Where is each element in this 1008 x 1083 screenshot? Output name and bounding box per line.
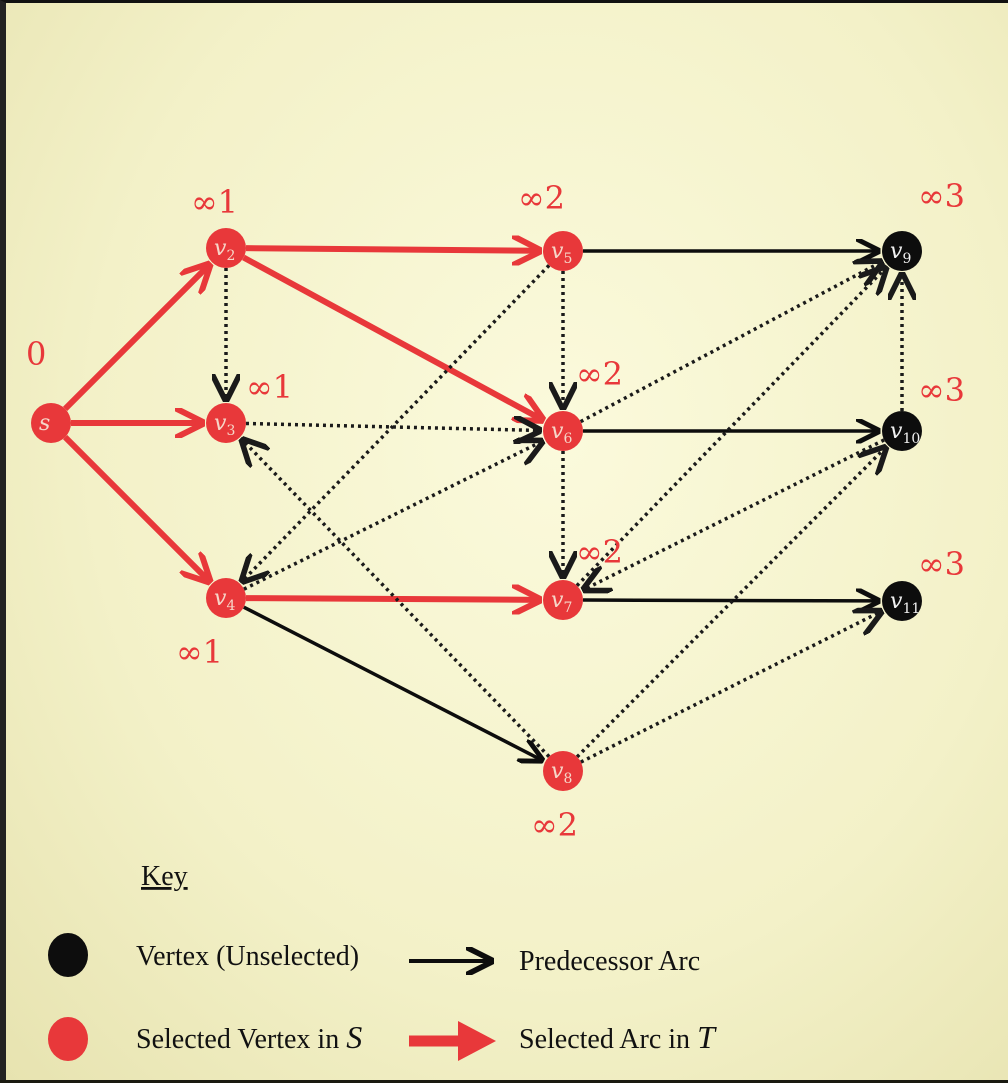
node-v7: v7	[543, 580, 583, 620]
edge-v4-v6	[243, 442, 542, 591]
node-label-v6: v6	[551, 419, 572, 447]
node-v8: v8	[543, 751, 583, 791]
legend-selected-arc-label: Selected Arc in T	[519, 1019, 717, 1055]
node-v6: v6	[543, 411, 583, 451]
legend: Key Vertex (Unselected) Predecessor Arc …	[48, 861, 717, 1061]
distance-label-v7: ∞2	[576, 533, 623, 571]
distance-label-v10: ∞3	[918, 371, 965, 409]
node-v4: v4	[206, 578, 246, 618]
node-label-v4: v4	[214, 586, 235, 614]
legend-title: Key	[141, 861, 188, 892]
node-label-s: s	[39, 411, 50, 436]
legend-selected-vertex-label: Selected Vertex in S	[136, 1019, 362, 1055]
distance-label-v3: ∞1	[246, 368, 293, 406]
edge-s-v2	[63, 265, 209, 411]
distance-label-v4: ∞1	[176, 633, 223, 671]
node-label-v8: v8	[551, 759, 572, 787]
distance-label-v11: ∞3	[918, 545, 965, 583]
edge-v2-v5	[245, 248, 539, 251]
node-label-v7: v7	[551, 588, 572, 616]
legend-predecessor-arc-label: Predecessor Arc	[519, 946, 700, 977]
edge-v5-v4	[243, 264, 551, 580]
distance-labels-layer: 0 ∞1 ∞1 ∞1 ∞2 ∞2 ∞2 ∞2 ∞3 ∞3 ∞3	[26, 177, 965, 844]
legend-selected-vertex-swatch	[48, 1017, 88, 1061]
distance-label-v6: ∞2	[576, 355, 623, 393]
edge-v6-v9	[579, 262, 881, 424]
distance-label-v9: ∞3	[918, 177, 965, 215]
edge-v2-v6	[242, 254, 542, 420]
distance-label-v5: ∞2	[518, 179, 565, 217]
node-s: s	[31, 403, 71, 443]
node-v2: v2	[206, 228, 246, 268]
legend-unselected-vertex-swatch	[48, 933, 88, 977]
edge-v7-v11	[582, 600, 878, 601]
distance-label-s: 0	[26, 335, 46, 373]
edge-v4-v8	[242, 605, 542, 760]
node-label-v3: v3	[214, 411, 235, 439]
node-v5: v5	[543, 231, 583, 271]
node-label-v11: v11	[890, 589, 920, 617]
node-label-v10: v10	[890, 419, 920, 447]
node-label-v9: v9	[890, 239, 911, 267]
node-v11: v11	[882, 581, 922, 621]
edge-v8-v11	[580, 612, 881, 764]
legend-selected-arc-swatch	[409, 1021, 496, 1061]
node-label-v5: v5	[551, 239, 572, 267]
edge-v7-v9	[575, 268, 885, 587]
nodes-layer: s v2 v3 v4 v5 v6 v7 v8 v9 v10 v11	[31, 228, 922, 791]
edge-s-v4	[63, 435, 209, 581]
edge-v4-v7	[245, 598, 539, 600]
distance-label-v8: ∞2	[531, 806, 578, 844]
edges-layer	[63, 248, 902, 764]
graph-diagram: s v2 v3 v4 v5 v6 v7 v8 v9 v10 v11 0 ∞1 ∞1 ∞1 ∞2 ∞2 ∞2 ∞2 ∞…	[26, 177, 965, 1061]
node-v10: v10	[882, 411, 922, 451]
node-v3: v3	[206, 403, 246, 443]
legend-unselected-vertex-label: Vertex (Unselected)	[136, 941, 359, 972]
edge-v8-v10	[575, 448, 885, 759]
node-label-v2: v2	[214, 236, 235, 264]
edge-v10-v7	[584, 438, 885, 589]
distance-label-v2: ∞1	[191, 183, 238, 221]
node-v9: v9	[882, 231, 922, 271]
